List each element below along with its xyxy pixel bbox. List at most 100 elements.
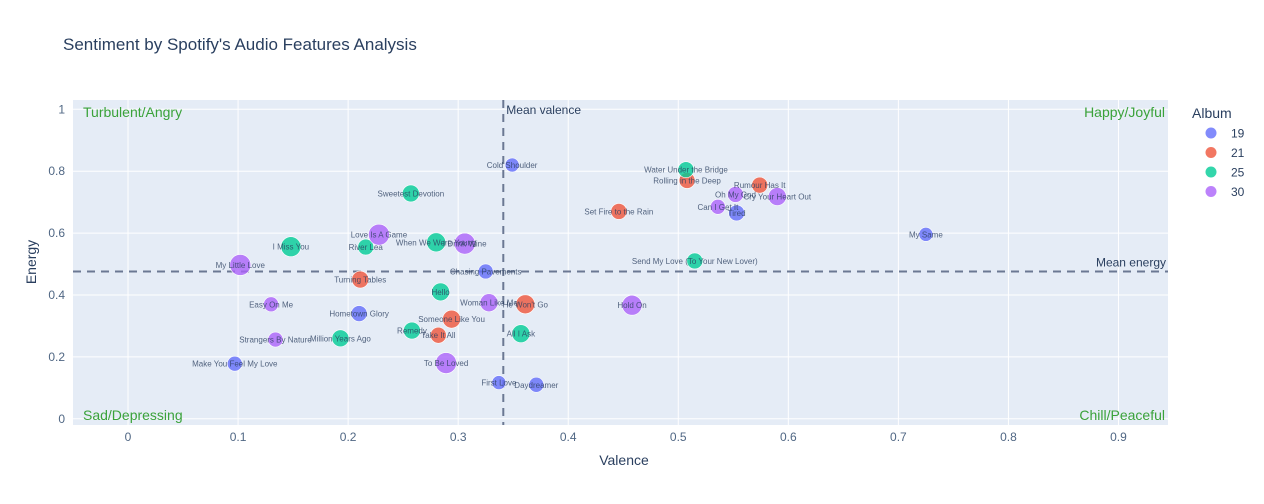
data-point[interactable] <box>368 223 390 246</box>
point-labels: Cold Shoulder Tired My Same Chasing Pavemen… <box>192 161 943 390</box>
point-label: Easy On Me <box>249 300 294 309</box>
x-tick-label: 0.3 <box>450 430 467 444</box>
chart-title: Sentiment by Spotify's Audio Features An… <box>63 35 417 54</box>
data-point[interactable] <box>768 187 787 206</box>
data-point[interactable] <box>351 270 370 289</box>
quadrant-label-bottom-right: Chill/Peaceful <box>1079 407 1165 423</box>
data-point[interactable] <box>677 161 695 178</box>
x-tick-label: 0 <box>125 430 132 444</box>
point-label: Chasing Pavements <box>450 267 522 276</box>
legend-marker[interactable] <box>1205 186 1217 197</box>
data-point[interactable] <box>504 157 520 173</box>
point-label: Set Fire to the Rain <box>584 207 653 216</box>
x-axis-title: Valence <box>599 452 649 468</box>
data-point[interactable] <box>477 263 494 280</box>
data-point[interactable] <box>710 198 726 215</box>
point-label: He Won't Go <box>503 300 549 309</box>
point-label: Remedy <box>397 327 427 336</box>
point-label: Oh My God <box>715 190 756 199</box>
mean-valence-label: Mean valence <box>506 103 581 117</box>
point-label: To Be Loved <box>424 359 468 368</box>
y-tick-label: 0.6 <box>48 226 65 240</box>
legend-item-label[interactable]: 30 <box>1231 185 1245 199</box>
data-point[interactable] <box>918 227 934 242</box>
data-point[interactable] <box>226 355 243 372</box>
point-label: My Same <box>909 230 943 239</box>
point-label: Make You Feel My Love <box>192 360 278 369</box>
point-label: Woman Like Me <box>460 299 518 308</box>
mean-energy-label: Mean energy <box>1096 255 1166 269</box>
point-label: Rolling in the Deep <box>653 176 721 185</box>
point-label: Someone Like You <box>418 315 485 324</box>
legend-item-label[interactable]: 19 <box>1231 127 1245 141</box>
data-point[interactable] <box>453 232 476 255</box>
x-tick-label: 0.4 <box>560 430 577 444</box>
x-tick-label: 0.5 <box>670 430 687 444</box>
data-point[interactable] <box>263 296 279 313</box>
point-label: Cry Your Heart Out <box>744 193 812 202</box>
point-label: Tired <box>728 209 746 218</box>
data-point[interactable] <box>511 324 531 343</box>
y-tick-label: 0 <box>58 412 65 426</box>
x-tick-label: 0.8 <box>1000 430 1017 444</box>
data-point[interactable] <box>430 326 447 344</box>
data-point[interactable] <box>686 252 704 270</box>
plot-background <box>73 100 1168 425</box>
data-point[interactable] <box>751 176 769 194</box>
quadrant-label-top-left: Turbulent/Angry <box>83 104 182 120</box>
legend-marker[interactable] <box>1205 166 1217 178</box>
data-point[interactable] <box>403 321 421 340</box>
data-point[interactable] <box>491 375 507 390</box>
point-label: My Little Love <box>216 261 266 270</box>
data-point[interactable] <box>350 305 368 322</box>
data-point[interactable] <box>621 294 643 316</box>
data-point[interactable] <box>331 329 350 348</box>
point-label: When We Were Young <box>396 238 477 247</box>
data-point[interactable] <box>357 238 375 256</box>
tick-labels: 0 0.1 0.2 0.3 0.4 0.5 0.6 0.7 0.8 0.9 0 0.2 0.4 0.6 0.… <box>48 102 1127 444</box>
data-point[interactable] <box>426 232 446 253</box>
point-label: Hello <box>431 288 450 297</box>
quadrant-labels: Turbulent/Angry Happy/Joyful Sad/Depressin… <box>83 104 1165 423</box>
x-tick-label: 0.7 <box>890 430 907 444</box>
y-axis-title: Energy <box>23 240 39 284</box>
data-point[interactable] <box>442 309 461 329</box>
legend-item-label[interactable]: 25 <box>1231 166 1245 180</box>
legend-marker[interactable] <box>1205 147 1217 158</box>
data-point[interactable] <box>280 236 302 258</box>
grid <box>73 100 1168 425</box>
point-label: Take It All <box>421 331 455 340</box>
point-label: I Miss You <box>273 243 309 252</box>
data-points <box>226 157 934 393</box>
data-point[interactable] <box>610 203 628 220</box>
point-label: Daydreamer <box>514 381 558 390</box>
data-point[interactable] <box>727 186 744 203</box>
data-point[interactable] <box>479 293 499 313</box>
legend-item-label[interactable]: 21 <box>1231 146 1245 160</box>
y-tick-label: 0.8 <box>48 164 65 178</box>
point-label: Hometown Glory <box>329 310 389 319</box>
data-point[interactable] <box>402 184 420 203</box>
legend-marker[interactable] <box>1205 127 1217 139</box>
x-tick-label: 0.6 <box>780 430 797 444</box>
data-point[interactable] <box>435 352 457 374</box>
data-point[interactable] <box>431 282 450 302</box>
x-tick-label: 0.2 <box>340 430 357 444</box>
point-label: Million Years Ago <box>310 334 371 343</box>
data-point[interactable] <box>229 254 252 276</box>
point-label: Send My Love (To Your New Lover) <box>632 257 758 266</box>
data-point[interactable] <box>728 204 745 222</box>
legend[interactable]: Album 19 21 25 30 <box>1192 105 1245 199</box>
data-point[interactable] <box>267 331 284 348</box>
point-label: Turning Tables <box>334 276 386 285</box>
data-point[interactable] <box>515 294 536 315</box>
quadrant-label-bottom-left: Sad/Depressing <box>83 407 183 423</box>
point-label: Love Is A Game <box>351 231 408 240</box>
y-tick-label: 0.4 <box>48 288 65 302</box>
point-label: Cold Shoulder <box>487 161 538 170</box>
point-label: Strangers By Nature <box>239 336 312 345</box>
mean-lines: Mean valence Mean energy <box>73 100 1168 425</box>
data-point[interactable] <box>528 376 545 393</box>
legend-title: Album <box>1192 105 1232 121</box>
